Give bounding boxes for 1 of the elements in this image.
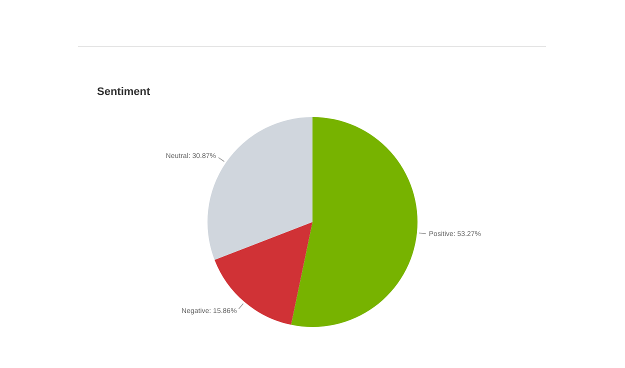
chart-title: Sentiment [97,86,150,98]
